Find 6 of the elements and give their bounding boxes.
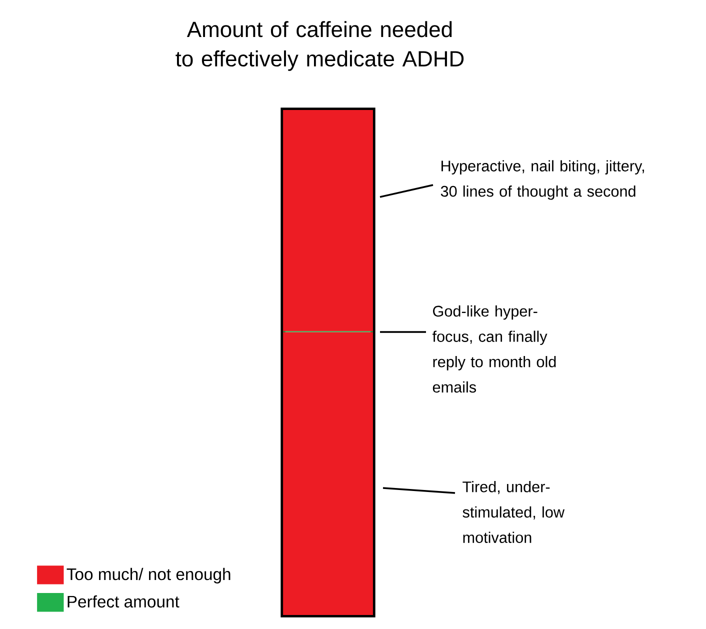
- text: God-like hyper-focus, can finally reply to month old emails: [432, 305, 556, 393]
- text: Hyperactive, nail biting, jittery, 30 lines of thought a second: [440, 160, 644, 200]
- legend-label: Perfect amount: [68, 595, 180, 608]
- chart-title: Amount of caffeine needed to effectively medicate ADHD: [176, 21, 464, 71]
- text: Tired, under-stimulated, low motivation: [462, 481, 565, 543]
- legend-label: Too much/ not enough: [66, 568, 230, 584]
